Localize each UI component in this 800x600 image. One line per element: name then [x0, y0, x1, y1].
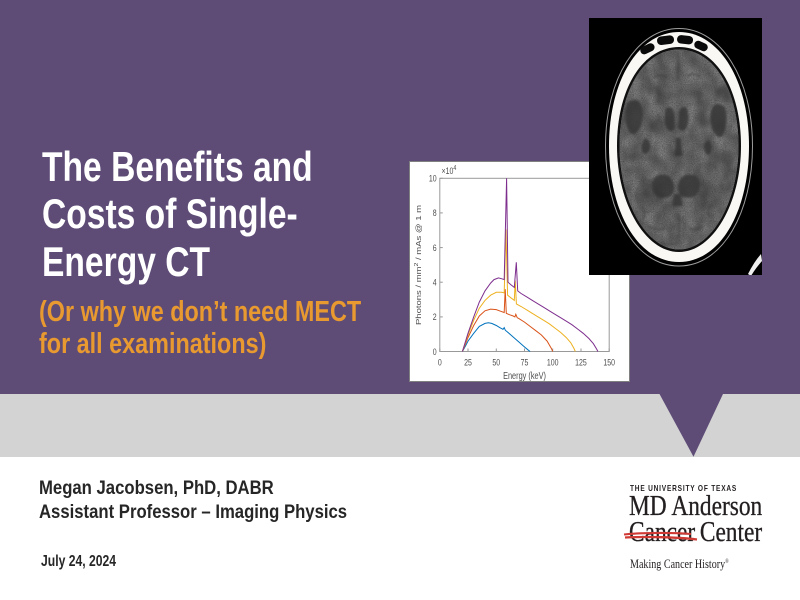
svg-text:2: 2 [433, 312, 437, 322]
svg-text:50: 50 [492, 357, 500, 367]
svg-text:0: 0 [438, 357, 442, 367]
svg-text:25: 25 [464, 357, 472, 367]
svg-text:4: 4 [433, 278, 437, 288]
svg-text:125: 125 [575, 357, 587, 367]
svg-text:Energy (keV): Energy (keV) [503, 370, 546, 381]
svg-text:×104: ×104 [442, 165, 457, 177]
svg-text:75: 75 [521, 357, 529, 367]
svg-text:150: 150 [603, 357, 615, 367]
svg-text:Photons / mm2 / mAs @ 1 m: Photons / mm2 / mAs @ 1 m [414, 205, 423, 325]
svg-text:8: 8 [433, 208, 437, 218]
svg-text:100: 100 [547, 357, 559, 367]
svg-text:6: 6 [433, 243, 437, 253]
svg-text:10: 10 [429, 174, 437, 184]
svg-text:0: 0 [433, 347, 437, 357]
